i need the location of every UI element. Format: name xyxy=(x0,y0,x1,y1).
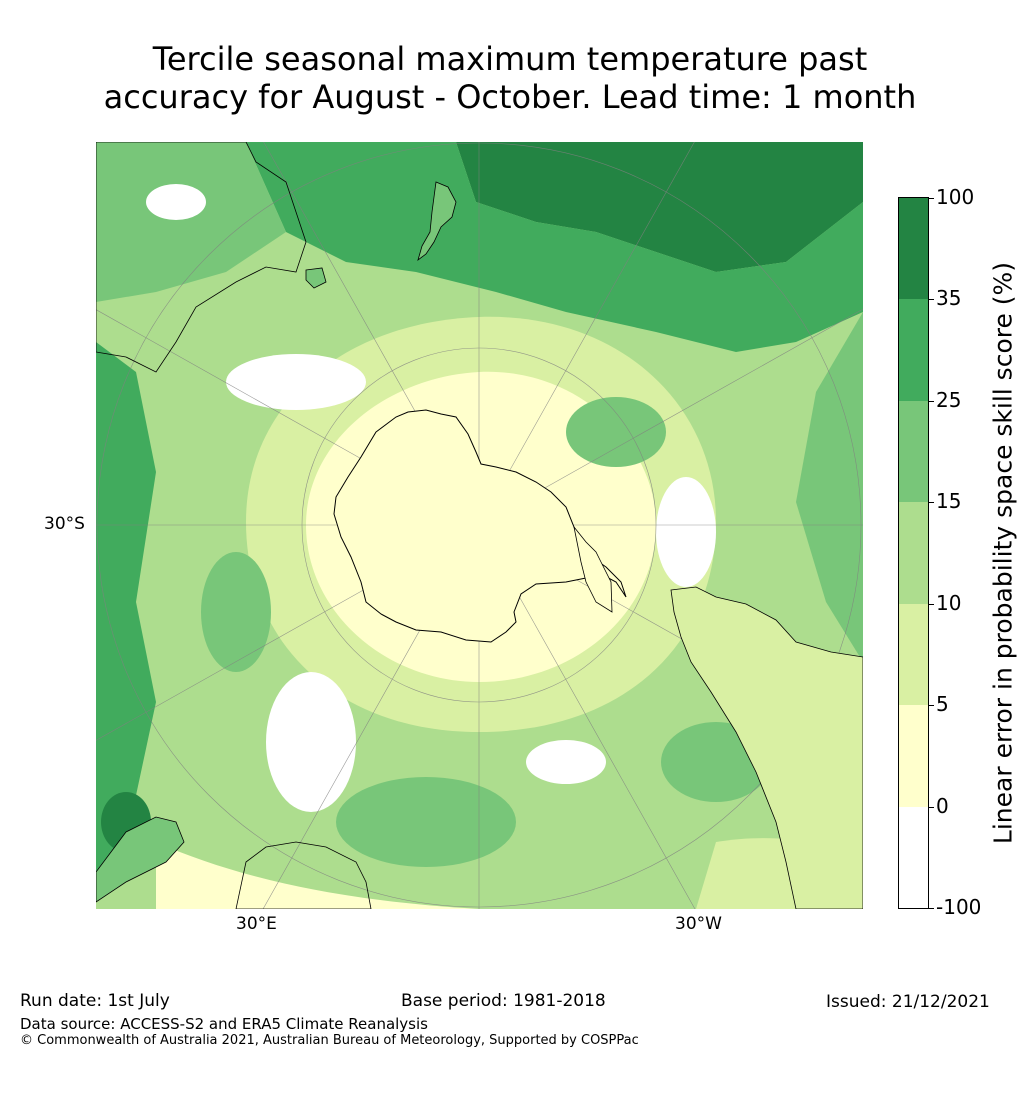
base-period: Base period: 1981-2018 xyxy=(401,991,606,1011)
copyright: © Commonwealth of Australia 2021, Austra… xyxy=(20,1033,639,1048)
title-line-1: Tercile seasonal maximum temperature pas… xyxy=(152,40,868,78)
new-zealand-landmass xyxy=(417,181,457,262)
colorbar-bin xyxy=(899,198,928,300)
skill-zone-mid xyxy=(201,552,271,672)
antarctic-peninsula xyxy=(573,526,613,613)
colorbar-tick xyxy=(929,400,934,402)
australia-landmass xyxy=(96,142,307,373)
skill-zone-low xyxy=(656,477,716,587)
colorbar-tick xyxy=(929,908,934,909)
colorbar-tick-label: 10 xyxy=(936,590,962,615)
colorbar xyxy=(898,197,929,909)
skill-zone-left-strip xyxy=(96,342,156,882)
longitude-label-east: 30°E xyxy=(236,914,277,934)
south-america-landmass xyxy=(670,586,863,909)
skill-zone-right-strip xyxy=(796,312,863,662)
colorbar-bin xyxy=(899,603,928,706)
skill-zone-mid-high xyxy=(246,142,863,352)
title-line-2: accuracy for August - October. Lead time… xyxy=(103,78,917,116)
polar-map xyxy=(96,142,863,909)
tasmania-landmass xyxy=(305,267,327,289)
run-date: Run date: 1st July xyxy=(20,991,170,1011)
longitude-label-west: 30°W xyxy=(675,914,722,934)
skill-zone-low xyxy=(526,740,606,784)
skill-zone-mid xyxy=(566,397,666,467)
colorbar-tick xyxy=(929,299,934,301)
colorbar-tick-label: 100 xyxy=(936,185,975,209)
skill-zone-nw xyxy=(96,142,286,302)
colorbar-tick-label: 35 xyxy=(936,286,962,311)
colorbar-label: Linear error in probability space skill … xyxy=(988,261,1018,845)
colorbar-tick-label: 5 xyxy=(936,692,949,717)
colorbar-tick xyxy=(929,603,934,605)
data-source: Data source: ACCESS-S2 and ERA5 Climate … xyxy=(20,1015,428,1033)
skill-zone-low xyxy=(146,184,206,220)
latitude-label: 30°S xyxy=(44,514,85,534)
colorbar-tick xyxy=(929,502,934,504)
map-title: Tercile seasonal maximum temperature pas… xyxy=(0,40,1020,116)
skill-zone-south-pale xyxy=(156,842,479,909)
colorbar-tick xyxy=(929,705,934,707)
colorbar-bin xyxy=(899,299,928,401)
africa-landmass xyxy=(96,816,185,903)
skill-zone-high xyxy=(456,142,863,272)
colorbar-tick-label: 0 xyxy=(936,793,949,818)
colorbar-tick-label: -100 xyxy=(936,895,982,919)
skill-zone-low xyxy=(266,672,356,812)
colorbar-tick xyxy=(929,806,934,808)
colorbar-tick-label: 15 xyxy=(936,489,962,514)
colorbar-tick xyxy=(929,198,934,199)
colorbar-bin xyxy=(899,806,928,908)
skill-zone-low xyxy=(226,354,366,410)
madagascar-landmass xyxy=(235,841,372,909)
colorbar-bin xyxy=(899,502,928,604)
colorbar-bin xyxy=(899,400,928,503)
colorbar-tick-label: 25 xyxy=(936,387,962,412)
skill-zone-mid xyxy=(336,777,516,867)
colorbar-bin xyxy=(899,705,928,807)
issued-date: Issued: 21/12/2021 xyxy=(826,992,990,1012)
